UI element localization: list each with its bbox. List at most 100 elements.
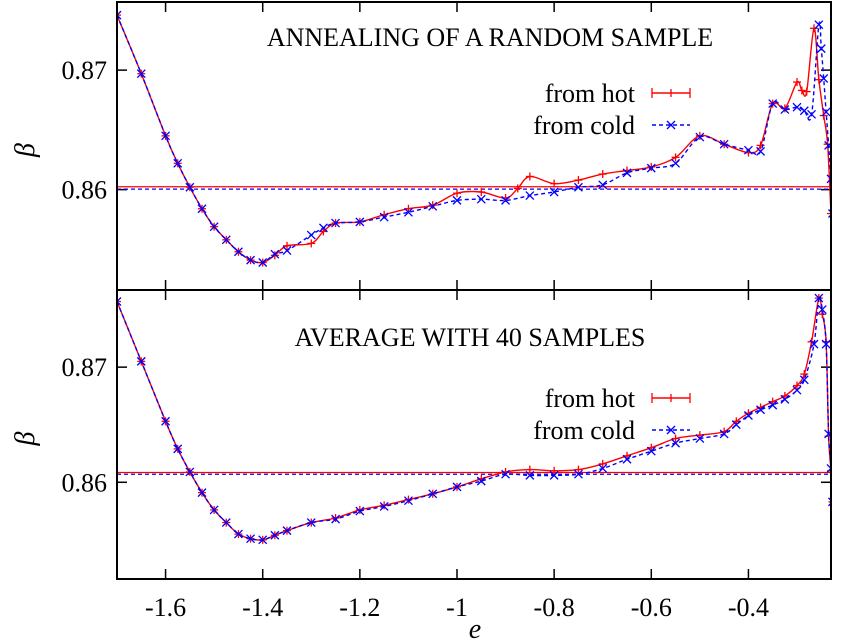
y-tick-label: 0.87 — [62, 56, 108, 85]
x-tick-label: -0.8 — [534, 593, 575, 622]
bottom-panel: 0.86 0.87 -1.6 -1.4 -1.2 -1 -0.8 -0.6 -0.4 β e AVER… — [10, 289, 832, 641]
data-point-cold — [598, 464, 608, 473]
data-point-cold — [258, 535, 268, 545]
data-point-cold — [246, 255, 256, 265]
data-point-hot — [574, 465, 583, 474]
data-point-hot — [793, 78, 801, 87]
data-point-hot — [453, 189, 461, 198]
data-point-cold — [282, 526, 292, 536]
data-point-hot — [513, 184, 522, 193]
x-tick-label: -1 — [446, 593, 468, 622]
top-panel: 0.86 0.87 β ANNEALING OF A RANDOM SAMPLE fro… — [10, 1, 832, 291]
data-point-cold — [136, 69, 146, 79]
data-point-cold — [331, 218, 341, 228]
data-point-cold — [799, 106, 809, 116]
data-point-cold — [476, 194, 486, 204]
data-point-cold — [117, 10, 122, 20]
data-point-cold — [355, 506, 365, 516]
data-point-cold — [117, 297, 122, 306]
data-point-cold — [221, 518, 231, 528]
data-point-cold — [549, 187, 559, 197]
data-point-hot — [550, 466, 559, 475]
data-point-hot — [828, 501, 831, 503]
data-point-cold — [185, 182, 195, 192]
plot-frame — [116, 289, 832, 580]
data-point-cold — [646, 446, 656, 456]
data-point-hot — [814, 75, 823, 84]
data-point-cold — [525, 191, 535, 201]
data-point-cold — [792, 102, 802, 112]
data-point-cold — [209, 505, 219, 515]
data-point-cold — [270, 530, 280, 540]
data-point-cold — [821, 107, 831, 117]
data-point-hot — [270, 251, 279, 260]
data-point-cold — [792, 385, 802, 395]
x-tick-label: -0.4 — [728, 593, 769, 622]
data-point-cold — [452, 482, 462, 492]
data-point-cold — [695, 434, 705, 443]
data-point-hot — [598, 459, 607, 468]
x-tick-label: -1.4 — [242, 593, 283, 622]
data-point-cold — [671, 438, 681, 448]
legend-label-hot: from hot — [545, 384, 636, 413]
data-point-cold — [799, 375, 809, 385]
data-point-cold — [598, 180, 608, 190]
data-point-cold — [233, 529, 243, 539]
data-point-cold — [428, 201, 438, 211]
data-point-cold — [695, 132, 705, 142]
data-point-cold — [573, 182, 583, 192]
legend-marker-cold — [666, 425, 676, 435]
data-point-cold — [807, 109, 817, 119]
data-point-cold — [161, 416, 171, 426]
data-point-hot — [574, 176, 583, 185]
data-point-hot — [819, 111, 828, 120]
data-point-cold — [428, 489, 438, 499]
y-tick-label: 0.87 — [62, 353, 108, 382]
data-point-cold — [756, 405, 766, 415]
data-point-cold — [246, 534, 256, 544]
data-point-hot — [307, 239, 316, 248]
data-point-cold — [549, 470, 559, 480]
data-point-cold — [824, 140, 831, 150]
data-point-cold — [573, 469, 583, 479]
data-point-cold — [270, 249, 280, 259]
data-point-hot — [671, 153, 680, 162]
data-point-cold — [719, 139, 729, 149]
data-point-cold — [197, 488, 207, 498]
data-point-cold — [136, 356, 146, 366]
data-point-hot — [810, 24, 818, 33]
legend-label-cold: from cold — [533, 111, 635, 140]
data-point-cold — [646, 163, 656, 173]
data-point-cold — [221, 235, 231, 245]
data-point-cold — [476, 476, 486, 486]
x-tick-label: -0.6 — [631, 593, 672, 622]
data-point-hot — [793, 381, 801, 390]
data-point-cold — [355, 217, 365, 227]
data-point-cold — [780, 394, 790, 404]
data-point-cold — [731, 420, 741, 430]
data-point-cold — [379, 502, 389, 511]
data-point-hot — [827, 209, 831, 218]
data-point-hot — [671, 434, 680, 443]
data-point-cold — [233, 247, 243, 257]
y-axis-label: β — [10, 143, 41, 158]
data-point-cold — [306, 230, 316, 240]
data-point-hot — [802, 87, 811, 96]
data-point-cold — [331, 514, 341, 524]
data-point-cold — [743, 145, 753, 155]
data-point-cold — [768, 99, 778, 109]
data-point-cold — [622, 454, 632, 464]
plot-area — [117, 10, 831, 267]
data-point-cold — [719, 429, 729, 439]
data-point-cold — [671, 158, 681, 168]
data-point-cold — [821, 339, 831, 349]
data-point-cold — [318, 223, 328, 233]
data-point-cold — [780, 105, 790, 115]
data-point-cold — [743, 411, 753, 420]
chart-title: AVERAGE WITH 40 SAMPLES — [295, 323, 646, 352]
data-point-hot — [117, 297, 121, 306]
data-point-cold — [826, 464, 831, 473]
x-tick-label: -1.2 — [339, 593, 380, 622]
data-point-cold — [185, 467, 195, 477]
data-point-cold — [161, 131, 171, 141]
